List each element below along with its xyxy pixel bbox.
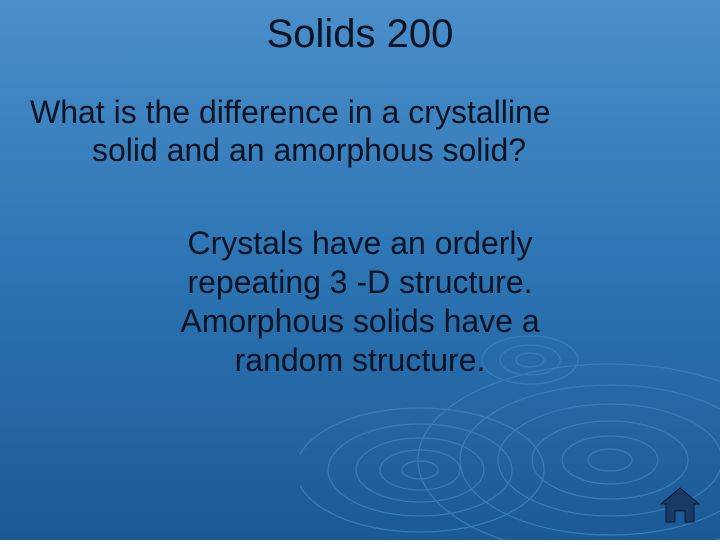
question-line-2: solid and an amorphous solid? [30,132,690,170]
slide: Solids 200 What is the difference in a c… [0,0,720,540]
answer-line-3: Amorphous solids have a [0,302,720,341]
question-text: What is the difference in a crystalline … [30,94,690,170]
answer-line-2: repeating 3 -D structure. [0,263,720,302]
home-button[interactable] [658,486,702,526]
home-icon [658,486,702,526]
answer-line-1: Crystals have an orderly [0,224,720,263]
slide-title: Solids 200 [0,12,720,57]
question-line-1: What is the difference in a crystalline [30,94,690,132]
answer-line-4: random structure. [0,341,720,380]
answer-text: Crystals have an orderly repeating 3 -D … [0,224,720,380]
